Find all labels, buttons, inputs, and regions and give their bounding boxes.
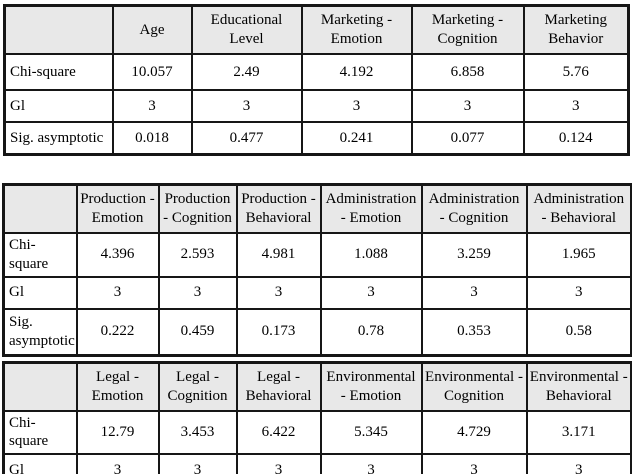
chi-square-table-age-education-marketing: Age Educational Level Marketing - Emotion M… (3, 4, 630, 156)
value-cell: 12.79 (75, 409, 160, 455)
value-cell: 2.593 (157, 232, 238, 278)
table-header: Legal - Emotion Legal - Cognition Legal - … (2, 361, 632, 412)
table-row: Sig. asymptotic 0.222 0.459 0.173 0.78 0.353 0… (2, 307, 632, 356)
row-label-cell: Sig. asymptotic (2, 307, 78, 356)
value-cell: 3 (525, 275, 632, 310)
value-cell: 3 (522, 89, 630, 123)
value-cell: 0.78 (319, 307, 423, 356)
column-header-cell: Marketing - Cognition (410, 4, 525, 55)
value-cell: 5.345 (319, 409, 423, 455)
column-header-cell: Environmental - Cognition (420, 361, 528, 412)
corner-header-cell (3, 4, 114, 55)
table-row: Chi-square 12.79 3.453 6.422 5.345 4.729 3.171 (2, 409, 632, 455)
value-cell: 0.241 (300, 121, 413, 156)
value-cell: 4.729 (420, 409, 528, 455)
value-cell: 3 (319, 275, 423, 310)
value-cell: 3 (420, 453, 528, 474)
value-cell: 3 (410, 89, 525, 123)
column-header-cell: Educational Level (190, 4, 303, 55)
value-cell: 6.858 (410, 53, 525, 91)
value-cell: 4.192 (300, 53, 413, 91)
value-cell: 1.965 (525, 232, 632, 278)
row-label-cell: Chi-square (2, 232, 78, 278)
value-cell: 0.58 (525, 307, 632, 356)
column-header-cell: Administration - Cognition (420, 183, 528, 234)
value-cell: 3 (190, 89, 303, 123)
value-cell: 3.171 (525, 409, 632, 455)
chi-square-table-legal-environmental: Legal - Emotion Legal - Cognition Legal - … (2, 360, 632, 474)
column-header-cell: Legal - Emotion (75, 361, 160, 412)
row-label-cell: Sig. asymptotic (3, 121, 114, 156)
value-cell: 1.088 (319, 232, 423, 278)
value-cell: 0.173 (235, 307, 322, 356)
column-header-cell: Administration - Behavioral (525, 183, 632, 234)
table-row: Sig. asymptotic 0.018 0.477 0.241 0.077 0.124 (3, 121, 630, 156)
table-row: Gl 3 3 3 3 3 3 (2, 275, 632, 310)
value-cell: 3 (75, 275, 160, 310)
row-label-cell: Chi-square (3, 53, 114, 91)
table-body: Chi-square 10.057 2.49 4.192 6.858 5.76 Gl 3 3 3 3… (3, 53, 630, 156)
value-cell: 4.981 (235, 232, 322, 278)
table-row: Gl 3 3 3 3 3 (3, 89, 630, 123)
column-header-cell: Production - Emotion (75, 183, 160, 234)
column-header-cell: Age (111, 4, 193, 55)
value-cell: 5.76 (522, 53, 630, 91)
column-header-cell: Production - Cognition (157, 183, 238, 234)
value-cell: 0.477 (190, 121, 303, 156)
corner-header-cell (2, 361, 78, 412)
value-cell: 0.459 (157, 307, 238, 356)
value-cell: 3 (420, 275, 528, 310)
header-row: Age Educational Level Marketing - Emotion M… (3, 4, 630, 55)
table-row: Gl 3 3 3 3 3 3 (2, 453, 632, 474)
column-header-cell: Legal - Cognition (157, 361, 238, 412)
value-cell: 0.077 (410, 121, 525, 156)
value-cell: 3 (111, 89, 193, 123)
value-cell: 3 (235, 275, 322, 310)
column-header-cell: Environmental - Behavioral (525, 361, 632, 412)
value-cell: 0.353 (420, 307, 528, 356)
corner-header-cell (2, 183, 78, 234)
column-header-cell: Production - Behavioral (235, 183, 322, 234)
value-cell: 3 (319, 453, 423, 474)
row-label-cell: Chi-square (2, 409, 78, 455)
column-header-cell: Administration - Emotion (319, 183, 423, 234)
value-cell: 0.222 (75, 307, 160, 356)
table-row: Chi-square 4.396 2.593 4.981 1.088 3.259 1.965 (2, 232, 632, 278)
row-label-cell: Gl (3, 89, 114, 123)
value-cell: 10.057 (111, 53, 193, 91)
table-header: Production - Emotion Production - Cogniti… (2, 183, 632, 234)
value-cell: 3 (235, 453, 322, 474)
column-header-cell: Legal - Behavioral (235, 361, 322, 412)
row-label-cell: Gl (2, 275, 78, 310)
table-body: Chi-square 4.396 2.593 4.981 1.088 3.259 1.965… (2, 232, 632, 356)
column-header-cell: Environmental - Emotion (319, 361, 423, 412)
value-cell: 3 (75, 453, 160, 474)
value-cell: 3.453 (157, 409, 238, 455)
table-row: Chi-square 10.057 2.49 4.192 6.858 5.76 (3, 53, 630, 91)
column-header-cell: Marketing - Emotion (300, 4, 413, 55)
table-body: Chi-square 12.79 3.453 6.422 5.345 4.729 3.171… (2, 409, 632, 474)
header-row: Production - Emotion Production - Cogniti… (2, 183, 632, 234)
row-label-cell: Gl (2, 453, 78, 474)
value-cell: 0.018 (111, 121, 193, 156)
table-header: Age Educational Level Marketing - Emotion M… (3, 4, 630, 55)
value-cell: 6.422 (235, 409, 322, 455)
value-cell: 3 (157, 453, 238, 474)
value-cell: 3.259 (420, 232, 528, 278)
value-cell: 3 (157, 275, 238, 310)
value-cell: 3 (300, 89, 413, 123)
column-header-cell: Marketing Behavior (522, 4, 630, 55)
value-cell: 0.124 (522, 121, 630, 156)
value-cell: 3 (525, 453, 632, 474)
value-cell: 2.49 (190, 53, 303, 91)
chi-square-table-production-administration: Production - Emotion Production - Cogniti… (2, 183, 632, 357)
header-row: Legal - Emotion Legal - Cognition Legal - … (2, 361, 632, 412)
value-cell: 4.396 (75, 232, 160, 278)
